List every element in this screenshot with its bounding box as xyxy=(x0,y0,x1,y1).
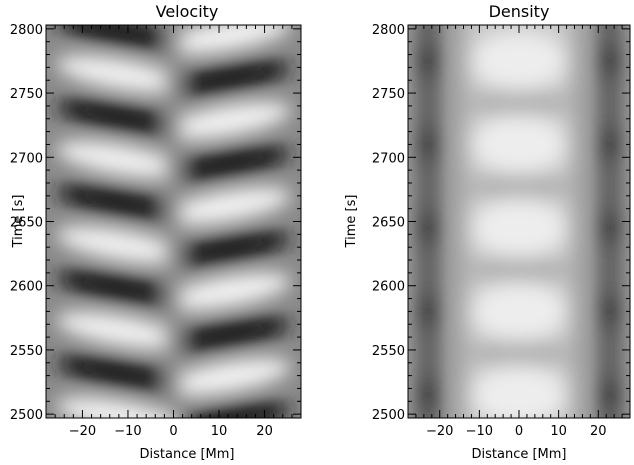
velocity-lobe-right xyxy=(165,230,291,268)
density-bright-blob xyxy=(471,364,567,418)
density-dark-spot xyxy=(601,42,620,79)
velocity-lobe-left xyxy=(56,98,182,136)
velocity-lobe-right xyxy=(165,102,291,140)
density-panel: Density −20 −10 0 10 20 2500 2550 2600 2650 2700 2… xyxy=(344,2,631,462)
velocity-x-tick-label: 10 xyxy=(211,424,228,439)
density-x-tick-label: 10 xyxy=(550,424,567,439)
density-dark-spot xyxy=(418,376,437,413)
velocity-y-axis-label: Time [s] xyxy=(11,195,26,249)
velocity-x-axis-label: Distance [Mm] xyxy=(140,447,235,462)
density-neck xyxy=(464,259,574,280)
density-neck xyxy=(464,176,574,197)
velocity-y-tick-label: 2600 xyxy=(10,280,43,295)
velocity-axes: −20 −10 0 10 20 2500 2550 2600 2650 2700 2750 2800 xyxy=(10,23,302,439)
velocity-lobe-right xyxy=(165,59,291,97)
velocity-lobe-left xyxy=(56,354,182,392)
velocity-x-tick-label: −10 xyxy=(114,424,141,439)
density-dark-spot xyxy=(601,376,620,413)
velocity-lobe-right xyxy=(165,401,291,418)
density-dark-spot xyxy=(418,42,437,79)
density-dark-spot xyxy=(418,209,437,246)
velocity-lobe-left xyxy=(56,311,182,349)
density-bright-blob xyxy=(471,197,567,258)
velocity-lobe-left xyxy=(56,269,182,307)
density-bright-blob xyxy=(471,114,567,175)
density-y-tick-label: 2600 xyxy=(372,280,405,295)
velocity-lobe-left xyxy=(56,183,182,221)
velocity-lobe-left xyxy=(56,25,182,50)
density-dark-spot xyxy=(418,293,437,330)
density-heatmap xyxy=(418,25,620,418)
density-axes: −20 −10 0 10 20 2500 2550 2600 2650 2700 2750 2800 xyxy=(372,23,631,439)
velocity-y-tick-label: 2500 xyxy=(10,408,43,423)
density-y-axis-label: Time [s] xyxy=(344,195,359,249)
velocity-y-tick-label: 2650 xyxy=(10,216,43,231)
density-x-tick-label: −20 xyxy=(426,424,453,439)
velocity-lobe-right xyxy=(165,187,291,225)
density-bright-blob xyxy=(471,30,567,91)
density-dark-spot xyxy=(418,126,437,163)
velocity-lobe-left xyxy=(56,55,182,93)
velocity-lobe-right xyxy=(165,315,291,353)
velocity-lobe-right xyxy=(165,144,291,182)
velocity-y-tick-label: 2800 xyxy=(10,23,43,38)
density-dark-spot xyxy=(601,209,620,246)
velocity-heatmap xyxy=(56,25,291,418)
velocity-lobe-left xyxy=(56,141,182,178)
density-x-tick-label: 0 xyxy=(515,424,523,439)
velocity-x-tick-label: 20 xyxy=(256,424,273,439)
velocity-center-band xyxy=(164,25,183,418)
velocity-lobe-left xyxy=(56,226,182,264)
density-neck xyxy=(464,92,574,113)
velocity-y-tick-label: 2750 xyxy=(10,87,43,102)
velocity-lobe-right xyxy=(165,25,291,54)
density-dark-spot xyxy=(601,293,620,330)
density-y-tick-label: 2550 xyxy=(372,344,405,359)
velocity-y-tick-label: 2700 xyxy=(10,151,43,166)
density-y-tick-label: 2700 xyxy=(372,151,405,166)
density-y-tick-label: 2750 xyxy=(372,87,405,102)
density-x-tick-label: −10 xyxy=(466,424,493,439)
density-y-tick-label: 2650 xyxy=(372,216,405,231)
velocity-lobe-right xyxy=(165,273,291,310)
density-x-axis-label: Distance [Mm] xyxy=(472,447,567,462)
density-neck xyxy=(464,343,574,364)
density-dark-spot xyxy=(601,126,620,163)
density-title: Density xyxy=(489,2,550,21)
velocity-lobe-right xyxy=(165,358,291,396)
density-y-tick-label: 2500 xyxy=(372,408,405,423)
density-bright-blob xyxy=(471,281,567,342)
velocity-title: Velocity xyxy=(156,2,219,21)
density-x-tick-label: 20 xyxy=(590,424,607,439)
velocity-x-tick-label: −20 xyxy=(69,424,96,439)
velocity-panel: Velocity −20 −10 0 10 20 2500 2550 2600 2650 2700… xyxy=(10,2,302,462)
density-y-tick-label: 2800 xyxy=(372,23,405,38)
velocity-x-tick-label: 0 xyxy=(169,424,177,439)
velocity-y-tick-label: 2550 xyxy=(10,344,43,359)
